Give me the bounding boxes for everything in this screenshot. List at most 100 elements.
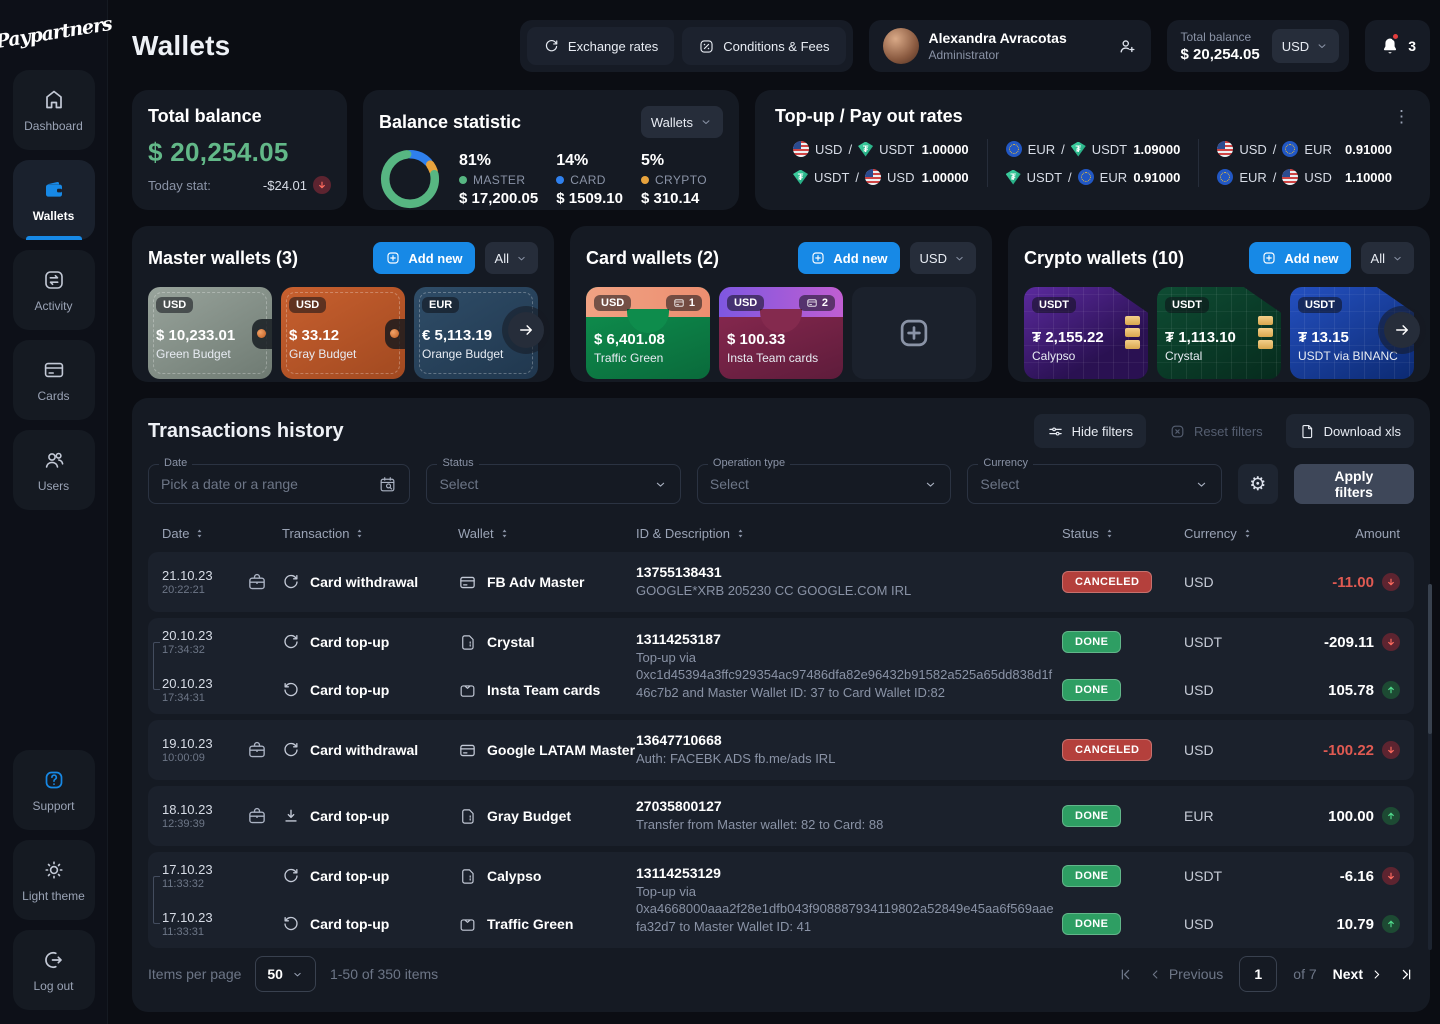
crypto-wallet-calypso[interactable]: USDT ₮ 2,155.22 Calypso	[1024, 287, 1148, 379]
table-row[interactable]: 18.10.23 12:39:39 Card top-up Gray Budget…	[148, 786, 1414, 846]
first-page-button[interactable]	[1118, 967, 1133, 982]
filter-settings-button[interactable]: ⚙	[1237, 464, 1278, 504]
notifications-button[interactable]: 3	[1365, 20, 1430, 72]
column-currency[interactable]: Currency	[1184, 526, 1290, 541]
table-scrollbar[interactable]	[1428, 584, 1432, 950]
current-page-box[interactable]: 1	[1239, 956, 1278, 992]
person-plus-icon[interactable]	[1117, 36, 1137, 56]
column-transaction[interactable]: Transaction	[282, 526, 458, 541]
conditions-fees-button[interactable]: Conditions & Fees	[682, 27, 846, 65]
crypto-wallet-crystal[interactable]: USDT ₮ 1,113.10 Crystal	[1157, 287, 1281, 379]
tx-type: Card top-up	[310, 916, 390, 932]
last-page-button[interactable]	[1399, 967, 1414, 982]
table-row[interactable]: 19.10.23 10:00:09 Card withdrawal Google …	[148, 720, 1414, 780]
apply-filters-button[interactable]: Apply filters	[1293, 464, 1414, 504]
wallet-amount: $ 100.33	[727, 331, 786, 348]
tx-amount: -6.16	[1339, 867, 1374, 885]
sidebar-item-wallets[interactable]: Wallets	[12, 160, 95, 240]
column-id-description[interactable]: ID & Description	[636, 526, 1062, 541]
calendar-search-icon[interactable]	[378, 475, 397, 494]
statistic-filter-select[interactable]: Wallets	[640, 106, 723, 138]
scrollbar-thumb[interactable]	[1428, 584, 1432, 734]
card-dot	[556, 175, 565, 184]
currency-chip: USD	[156, 297, 194, 313]
plus-square-icon	[385, 250, 401, 266]
reset-filters-button[interactable]: Reset filters	[1156, 414, 1276, 448]
currency-filter-select[interactable]: Currency Select	[967, 457, 1222, 504]
tx-currency: USD	[1184, 574, 1214, 590]
sidebar-item-cards[interactable]: Cards	[12, 340, 95, 420]
master-wallets-next-arrow[interactable]	[508, 312, 544, 348]
table-row-group[interactable]: 17.10.23 11:33:32 Card top-up Calypso 131…	[148, 852, 1414, 948]
add-card-wallet-button[interactable]: Add new	[798, 242, 900, 274]
card-wallet-traffic-green[interactable]: USD 1 $ 6,401.08 Traffic Green	[586, 287, 710, 379]
field-label: Status	[437, 457, 479, 469]
wallet-amount: ₮ 13.15	[1298, 329, 1349, 346]
balance-meta: Total balance $ 20,254.05	[1181, 30, 1260, 63]
wallet-amount: $ 6,401.08	[594, 331, 665, 348]
currency-chip: USD	[727, 295, 765, 311]
crypto-wallets-panel: Crypto wallets (10) Add new All USDT ₮ 2	[1008, 226, 1430, 382]
items-per-page-select[interactable]: 50	[255, 956, 316, 992]
master-filter-select[interactable]: All	[484, 242, 538, 274]
tx-currency: USD	[1184, 742, 1214, 758]
table-row-group[interactable]: 20.10.23 17:34:32 Card top-up Crystal 131…	[148, 618, 1414, 714]
chevron-down-icon	[923, 477, 938, 492]
sidebar-item-activity[interactable]: Activity	[12, 250, 95, 330]
column-status[interactable]: Status	[1062, 526, 1184, 541]
overview-row: Total balance $ 20,254.05 Today stat: -$…	[132, 90, 1430, 210]
field-label: Operation type	[707, 457, 791, 469]
crypto-filter-select[interactable]: All	[1360, 242, 1414, 274]
tx-description: Auth: FACEBK ADS fb.me/ads IRL	[636, 751, 836, 767]
percent-icon	[698, 38, 715, 55]
header-currency-select[interactable]: USD	[1271, 29, 1340, 63]
master-wallet-green-budget[interactable]: USD $ 10,233.01 Green Budget	[148, 287, 272, 379]
download-xls-button[interactable]: Download xls	[1285, 414, 1414, 448]
hide-filters-button[interactable]: Hide filters	[1033, 414, 1147, 448]
card-filter-select[interactable]: USD	[909, 242, 976, 274]
column-amount: Amount	[1355, 525, 1400, 541]
date-filter-field[interactable]: Date	[148, 457, 411, 504]
select-placeholder: Select	[709, 476, 749, 492]
add-crypto-wallet-button[interactable]: Add new	[1249, 242, 1351, 274]
operation-type-filter-select[interactable]: Operation type Select	[696, 457, 952, 504]
kebab-menu-icon[interactable]: ⋮	[1393, 107, 1410, 126]
card-count-chip: 2	[798, 295, 835, 311]
add-master-wallet-button[interactable]: Add new	[373, 242, 475, 274]
status-badge: DONE	[1062, 865, 1122, 887]
card-count-chip: 1	[665, 295, 702, 311]
tx-id: 13114253129	[636, 864, 721, 881]
crypto-wallets-next-arrow[interactable]	[1384, 312, 1420, 348]
tx-date: 21.10.23	[162, 568, 213, 583]
wallet-name: Calypso	[1032, 349, 1076, 363]
column-date[interactable]: Date	[162, 526, 246, 541]
sort-icon	[354, 527, 365, 540]
sidebar-item-light-theme[interactable]: Light theme	[12, 840, 95, 920]
exchange-rates-button[interactable]: Exchange rates	[526, 27, 675, 65]
date-filter-input[interactable]	[161, 476, 371, 492]
conditions-fees-label: Conditions & Fees	[723, 38, 830, 54]
sidebar-item-support[interactable]: Support	[12, 750, 95, 830]
card-title: Balance statistic	[379, 111, 522, 132]
master-wallet-orange-budget[interactable]: EUR € 5,113.19 Orange Budget	[414, 287, 538, 379]
tx-type: Card withdrawal	[310, 574, 419, 590]
wallet-icon	[458, 681, 477, 700]
plus-square-icon	[895, 314, 933, 352]
rate-pair: ₮ USDT / USD 1.00000	[793, 169, 969, 185]
wallet-name: Orange Budget	[422, 347, 504, 361]
column-wallet[interactable]: Wallet	[458, 526, 636, 541]
add-card-wallet-placeholder[interactable]	[852, 287, 976, 379]
status-filter-select[interactable]: Status Select	[426, 457, 681, 504]
sidebar-item-logout[interactable]: Log out	[12, 930, 95, 1010]
table-row[interactable]: 21.10.23 20:22:21 Card withdrawal FB Adv …	[148, 552, 1414, 612]
next-page-button[interactable]: Next	[1333, 966, 1383, 982]
sidebar-item-dashboard[interactable]: Dashboard	[12, 70, 95, 150]
wallet-clasp	[385, 319, 405, 349]
card-wallet-insta-team[interactable]: USD 2 $ 100.33 Insta Team cards	[719, 287, 843, 379]
master-wallet-gray-budget[interactable]: USD $ 33.12 Gray Budget	[281, 287, 405, 379]
sim-contacts	[1125, 313, 1140, 352]
sidebar-item-users[interactable]: Users	[12, 430, 95, 510]
user-menu[interactable]: Alexandra Avracotas Administrator	[868, 20, 1151, 72]
previous-page-button[interactable]: Previous	[1149, 966, 1223, 982]
gear-icon: ⚙	[1249, 473, 1267, 495]
